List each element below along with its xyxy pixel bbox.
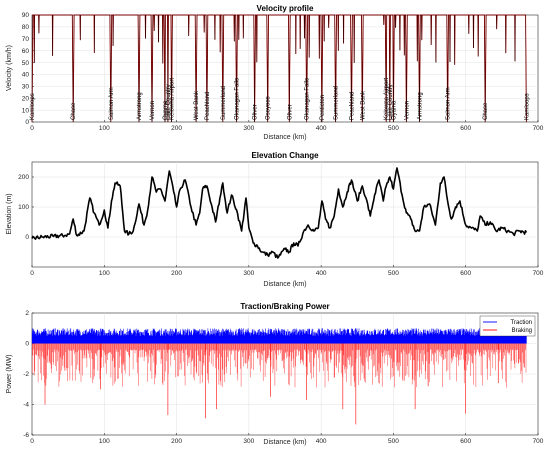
station-label: Vernon: [404, 101, 410, 120]
elevation-change-panel: Elevation Change Distance (km) Elevation…: [6, 151, 544, 288]
velocity-x-axis-label: Distance (km): [263, 134, 306, 141]
station-label: Chase: [483, 102, 489, 120]
y-tick-label: 100: [18, 204, 29, 211]
x-tick-label: 0: [30, 438, 34, 445]
station-label: Summerland: [334, 86, 340, 120]
station-label: Peachland: [205, 92, 211, 120]
traction-braking-panel: Traction/Braking Power Distance (km) Pow…: [6, 302, 544, 446]
station-label: Peachland: [350, 92, 356, 120]
x-tick-label: 100: [99, 125, 110, 132]
station-label: Oliver: [253, 104, 259, 120]
elevation-plot-area: [31, 161, 539, 268]
x-tick-label: 0: [30, 125, 34, 132]
velocity-y-axis-label: Velocity (km/h): [6, 45, 13, 91]
x-tick-label: 100: [99, 438, 110, 445]
x-tick-label: 500: [388, 270, 399, 277]
elevation-y-axis-label: Elevation (m): [6, 193, 13, 234]
legend-label: Braking: [512, 328, 532, 334]
x-tick-label: 300: [243, 270, 254, 277]
x-tick-label: 0: [30, 270, 34, 277]
x-tick-label: 700: [533, 438, 544, 445]
station-label: West Bank: [360, 90, 366, 120]
y-tick-label: 40: [22, 72, 30, 79]
x-tick-label: 700: [533, 270, 544, 277]
y-tick-label: 90: [22, 12, 30, 19]
y-tick-label: 80: [22, 24, 30, 31]
station-label: Penticton: [320, 95, 326, 120]
station-label: Salmon Arm: [446, 87, 452, 120]
y-tick-label: 0: [25, 341, 29, 348]
station-label: West Bank: [194, 90, 200, 120]
station-label: Kelowna Airport: [384, 78, 390, 120]
x-tick-label: 500: [388, 438, 399, 445]
x-tick-label: 700: [533, 125, 544, 132]
station-label: Salmon Arm: [109, 87, 115, 120]
y-tick-label: 30: [22, 84, 30, 91]
station-label: Okanagan Falls: [235, 78, 241, 120]
x-tick-label: 200: [171, 438, 182, 445]
x-tick-label: 300: [243, 125, 254, 132]
elevation-series-line: [31, 167, 528, 259]
y-tick-label: 0: [25, 234, 29, 241]
y-tick-label: 10: [22, 107, 30, 114]
x-tick-label: 200: [171, 125, 182, 132]
power-y-axis-label: Power (MW): [6, 355, 13, 394]
x-tick-label: 400: [316, 438, 327, 445]
x-tick-label: 400: [316, 125, 327, 132]
x-tick-label: 600: [460, 270, 471, 277]
station-label: Kamloops: [30, 93, 36, 120]
elevation-chart-title: Elevation Change: [251, 151, 319, 160]
legend-box: [479, 315, 536, 337]
y-tick-label: -2: [23, 371, 29, 378]
y-tick-label: 20: [22, 95, 30, 102]
y-tick-label: 70: [22, 36, 30, 43]
velocity-series-black: [31, 14, 527, 123]
station-label: Armstrong: [417, 92, 423, 120]
power-x-axis-label: Distance (km): [263, 439, 306, 446]
x-tick-label: 200: [171, 270, 182, 277]
y-tick-label: 2: [25, 310, 29, 317]
station-label: Kelowna Airport: [170, 78, 176, 120]
x-tick-label: 100: [99, 270, 110, 277]
legend-label: Traction: [511, 320, 532, 326]
elevation-x-axis-label: Distance (km): [263, 281, 306, 288]
velocity-profile-panel: Velocity profile Distance (km) Velocity …: [6, 4, 544, 141]
y-tick-label: -4: [23, 402, 29, 409]
x-tick-label: 600: [460, 438, 471, 445]
station-label: Armstrong: [137, 92, 143, 120]
station-label: Summerland: [221, 86, 227, 120]
y-tick-label: 50: [22, 60, 30, 67]
x-tick-label: 400: [316, 270, 327, 277]
station-label: Oliver: [287, 104, 293, 120]
x-tick-label: 600: [460, 125, 471, 132]
power-chart-title: Traction/Braking Power: [240, 302, 329, 311]
station-label: Lake Country: [166, 84, 172, 120]
station-label: Vernon: [150, 101, 156, 120]
station-label: Kamloops: [524, 93, 530, 120]
station-label: Chase: [71, 102, 77, 120]
station-label: Lake Country: [388, 84, 394, 120]
y-tick-label: -6: [23, 432, 29, 439]
y-tick-label: 60: [22, 48, 30, 55]
traction-series: [31, 328, 527, 344]
velocity-plot-area: [31, 14, 539, 123]
x-tick-label: 500: [388, 125, 399, 132]
station-label: Okanagan Falls: [305, 78, 311, 120]
station-label: Oyama: [391, 100, 397, 120]
velocity-chart-title: Velocity profile: [257, 4, 314, 13]
x-tick-label: 300: [243, 438, 254, 445]
y-tick-label: 200: [18, 174, 29, 181]
station-label: Osoyoos: [266, 96, 272, 120]
station-label: Oyama: [163, 100, 169, 120]
y-tick-label: 0: [25, 119, 29, 126]
